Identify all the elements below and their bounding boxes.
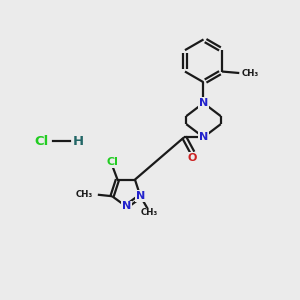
Text: N: N [136, 191, 145, 201]
Text: N: N [122, 202, 131, 212]
Text: CH₃: CH₃ [242, 68, 259, 77]
Text: O: O [188, 153, 197, 163]
Text: H: H [73, 135, 84, 148]
Text: CH₃: CH₃ [141, 208, 158, 217]
Text: N: N [199, 98, 208, 108]
Text: CH₃: CH₃ [76, 190, 93, 199]
Text: N: N [199, 132, 208, 142]
Text: Cl: Cl [106, 157, 118, 167]
Text: Cl: Cl [34, 135, 49, 148]
